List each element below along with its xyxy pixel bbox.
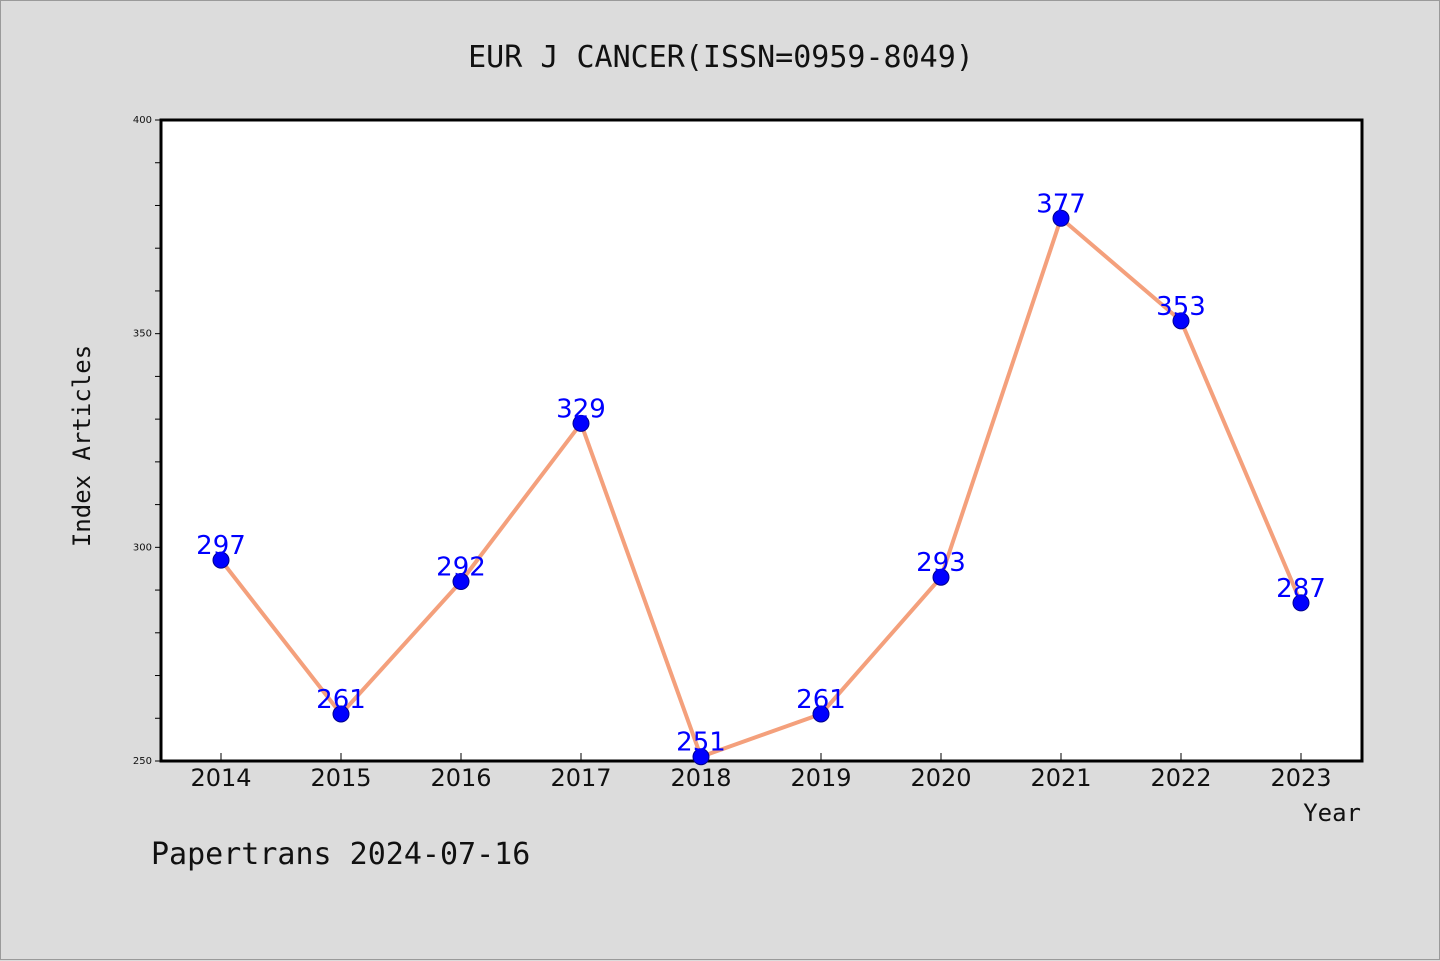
data-point: [692, 748, 710, 766]
data-label: 297: [196, 531, 246, 561]
data-label: 287: [1276, 574, 1326, 604]
x-tick-label: 2021: [1030, 764, 1091, 792]
data-label: 293: [916, 548, 966, 578]
x-tick-label: 2014: [190, 764, 251, 792]
chart-title: EUR J CANCER(ISSN=0959-8049): [468, 40, 974, 75]
data-point: [1172, 312, 1190, 330]
data-label: 329: [556, 394, 606, 424]
x-tick-label: 2016: [430, 764, 491, 792]
y-tick-label: 250: [133, 756, 152, 767]
x-axis: 2014 2015 2016 2017 2018 2019 2020 2021 2022 2023: [190, 753, 1332, 792]
data-label: 353: [1156, 292, 1206, 322]
y-tick-label: 400: [133, 115, 152, 126]
x-tick-label: 2023: [1270, 764, 1331, 792]
data-point: [1292, 594, 1310, 612]
data-label: 251: [676, 728, 726, 758]
watermark-text: Papertrans 2024-07-16: [151, 837, 530, 872]
data-point: [452, 573, 470, 591]
data-point: [332, 705, 350, 723]
data-point: [572, 414, 590, 432]
data-label: 261: [796, 685, 846, 715]
data-point: [1052, 209, 1070, 227]
plot-area: [159, 118, 1364, 763]
x-tick-label: 2018: [670, 764, 731, 792]
data-point: [932, 568, 950, 586]
data-label: 261: [316, 685, 366, 715]
y-axis-label: Index Articles: [68, 345, 96, 547]
x-tick-label: 2017: [550, 764, 611, 792]
data-point: [212, 551, 230, 569]
y-axis: 250 300 350 400: [133, 115, 161, 767]
data-point: [812, 705, 830, 723]
series-line-group: [212, 209, 1310, 766]
x-tick-label: 2019: [790, 764, 851, 792]
y-tick-label: 350: [133, 329, 152, 340]
data-label: 292: [436, 553, 486, 583]
x-tick-label: 2022: [1150, 764, 1211, 792]
x-tick-label: 2015: [310, 764, 371, 792]
x-tick-label: 2020: [910, 764, 971, 792]
y-tick-label: 300: [133, 542, 152, 553]
series-line: [219, 216, 1303, 759]
x-axis-label: Year: [1303, 799, 1361, 827]
data-label: 377: [1036, 189, 1086, 219]
data-labels: 297 261 292 329 251 261 293 377 353 287: [196, 189, 1326, 757]
